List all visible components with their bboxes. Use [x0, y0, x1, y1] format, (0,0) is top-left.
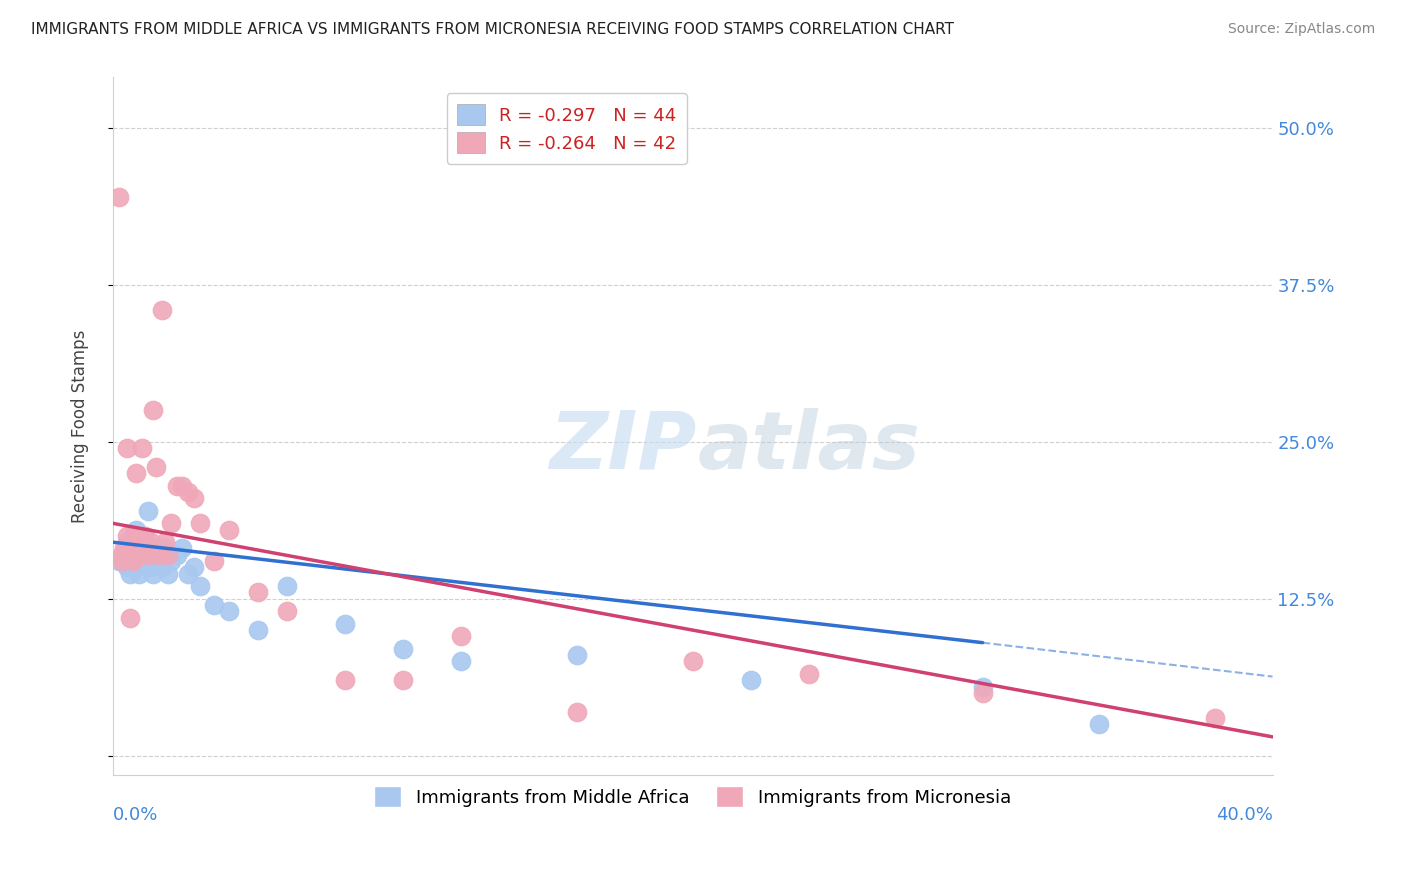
- Point: [391, 673, 413, 688]
- Point: [139, 535, 162, 549]
- Point: [122, 529, 145, 543]
- Point: [131, 548, 153, 562]
- Point: [142, 403, 165, 417]
- Point: [114, 541, 136, 556]
- Point: [125, 560, 148, 574]
- Point: [120, 548, 142, 562]
- Point: [1204, 711, 1226, 725]
- Point: [972, 680, 994, 694]
- Point: [153, 541, 176, 556]
- Point: [153, 535, 176, 549]
- Point: [797, 667, 820, 681]
- Point: [450, 629, 472, 643]
- Point: [333, 616, 356, 631]
- Point: [1087, 717, 1109, 731]
- Point: [218, 604, 240, 618]
- Point: [125, 466, 148, 480]
- Point: [160, 516, 183, 531]
- Point: [120, 610, 142, 624]
- Point: [139, 560, 162, 574]
- Point: [177, 484, 200, 499]
- Y-axis label: Receiving Food Stamps: Receiving Food Stamps: [72, 329, 89, 523]
- Point: [131, 541, 153, 556]
- Point: [148, 548, 170, 562]
- Point: [125, 523, 148, 537]
- Text: IMMIGRANTS FROM MIDDLE AFRICA VS IMMIGRANTS FROM MICRONESIA RECEIVING FOOD STAMP: IMMIGRANTS FROM MIDDLE AFRICA VS IMMIGRA…: [31, 22, 953, 37]
- Point: [183, 560, 205, 574]
- Point: [122, 554, 145, 568]
- Point: [136, 554, 159, 568]
- Point: [246, 623, 269, 637]
- Point: [114, 554, 136, 568]
- Point: [156, 548, 179, 562]
- Text: 0.0%: 0.0%: [112, 806, 159, 824]
- Point: [276, 579, 298, 593]
- Point: [142, 541, 165, 556]
- Point: [125, 529, 148, 543]
- Point: [148, 548, 170, 562]
- Point: [150, 302, 173, 317]
- Point: [565, 705, 588, 719]
- Point: [150, 560, 173, 574]
- Point: [276, 604, 298, 618]
- Text: atlas: atlas: [697, 408, 920, 486]
- Point: [128, 566, 150, 581]
- Point: [128, 548, 150, 562]
- Point: [156, 566, 179, 581]
- Point: [177, 566, 200, 581]
- Point: [183, 491, 205, 506]
- Point: [450, 655, 472, 669]
- Point: [166, 478, 188, 492]
- Point: [139, 548, 162, 562]
- Point: [172, 541, 194, 556]
- Point: [134, 554, 156, 568]
- Point: [188, 579, 211, 593]
- Text: ZIP: ZIP: [550, 408, 697, 486]
- Point: [136, 548, 159, 562]
- Legend: Immigrants from Middle Africa, Immigrants from Micronesia: Immigrants from Middle Africa, Immigrant…: [367, 779, 1018, 814]
- Point: [117, 535, 139, 549]
- Point: [682, 655, 704, 669]
- Text: 40.0%: 40.0%: [1216, 806, 1272, 824]
- Point: [117, 560, 139, 574]
- Point: [110, 548, 132, 562]
- Point: [131, 441, 153, 455]
- Point: [128, 541, 150, 556]
- Point: [172, 478, 194, 492]
- Point: [160, 554, 183, 568]
- Point: [110, 548, 132, 562]
- Point: [131, 529, 153, 543]
- Point: [391, 642, 413, 657]
- Point: [128, 548, 150, 562]
- Point: [122, 554, 145, 568]
- Point: [107, 554, 129, 568]
- Point: [333, 673, 356, 688]
- Point: [136, 504, 159, 518]
- Point: [120, 541, 142, 556]
- Point: [117, 441, 139, 455]
- Point: [134, 529, 156, 543]
- Point: [246, 585, 269, 599]
- Point: [110, 554, 132, 568]
- Point: [218, 523, 240, 537]
- Point: [972, 686, 994, 700]
- Point: [120, 566, 142, 581]
- Point: [145, 554, 167, 568]
- Point: [188, 516, 211, 531]
- Point: [142, 566, 165, 581]
- Text: Source: ZipAtlas.com: Source: ZipAtlas.com: [1227, 22, 1375, 37]
- Point: [202, 598, 225, 612]
- Point: [740, 673, 762, 688]
- Point: [166, 548, 188, 562]
- Point: [117, 529, 139, 543]
- Point: [107, 190, 129, 204]
- Point: [145, 459, 167, 474]
- Point: [202, 554, 225, 568]
- Point: [565, 648, 588, 663]
